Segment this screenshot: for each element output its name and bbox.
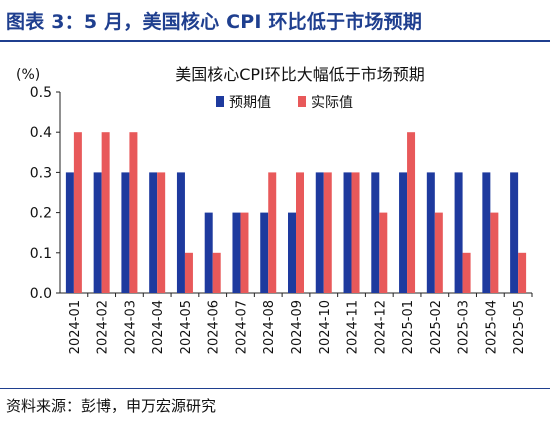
x-tick-label: 2025-04 xyxy=(484,300,499,354)
x-tick-label: 2024-02 xyxy=(96,300,111,354)
bar-actual xyxy=(490,212,499,293)
x-tick-label: 2024-11 xyxy=(346,300,361,354)
bar-expected xyxy=(288,212,296,293)
footer-divider xyxy=(0,388,550,389)
bar-actual xyxy=(268,172,277,293)
x-tick-label: 2025-05 xyxy=(512,300,527,354)
legend-swatch-expected xyxy=(216,96,224,107)
bar-actual xyxy=(407,132,416,293)
bar-actual xyxy=(212,252,221,293)
bar-expected xyxy=(204,212,213,293)
y-tick-label: 0.1 xyxy=(30,246,52,262)
source-note: 资料来源：彭博，申万宏源研究 xyxy=(6,397,217,415)
x-tick-label: 2024-03 xyxy=(123,300,138,354)
x-tick-label: 2024-04 xyxy=(151,300,166,354)
bar-actual xyxy=(73,132,82,293)
bar-actual xyxy=(379,212,388,293)
x-tick-label: 2025-02 xyxy=(429,300,444,354)
legend-swatch-actual xyxy=(298,96,306,107)
figure-header: 图表 3：5 月，美国核心 CPI 环比低于市场预期 xyxy=(0,0,550,42)
bar-expected xyxy=(315,172,324,293)
bar-expected xyxy=(482,172,491,293)
bar-expected xyxy=(371,172,380,293)
bar-actual xyxy=(129,132,138,293)
bar-expected xyxy=(149,172,158,293)
x-tick-label: 2025-03 xyxy=(457,300,472,354)
bar-expected xyxy=(426,172,435,293)
x-tick-label: 2024-06 xyxy=(207,300,222,354)
y-tick-label: 0.4 xyxy=(30,125,52,141)
bar-expected xyxy=(260,212,269,293)
bar-expected xyxy=(232,212,241,293)
bar-expected xyxy=(399,172,408,293)
y-tick-label: 0.0 xyxy=(30,286,52,302)
bar-actual xyxy=(518,252,527,293)
x-tick-label: 2024-08 xyxy=(262,300,277,354)
legend-label-actual: 实际值 xyxy=(311,95,353,111)
figure-title: 图表 3：5 月，美国核心 CPI 环比低于市场预期 xyxy=(6,11,423,33)
y-tick-label: 0.2 xyxy=(30,206,52,222)
bar-actual xyxy=(101,132,110,293)
header-divider xyxy=(0,40,550,42)
bar-actual xyxy=(184,252,193,293)
bar-actual xyxy=(434,212,443,293)
x-tick-label: 2024-09 xyxy=(290,300,305,354)
bar-chart: 美国核心CPI环比大幅低于市场预期 (%) 0.5 0.4 0.3 0.2 0.1 0.0 20… xyxy=(16,65,533,354)
x-tick-label: 2024-01 xyxy=(68,300,83,354)
x-tick-label: 2024-05 xyxy=(179,300,194,354)
bar-expected xyxy=(93,172,102,293)
x-tick-label: 2024-10 xyxy=(318,300,333,354)
bar-actual xyxy=(157,172,166,293)
x-tick-label: 2024-12 xyxy=(373,300,388,354)
x-tick-label: 2025-01 xyxy=(401,300,416,354)
bar-expected xyxy=(176,172,185,293)
bar-actual xyxy=(240,212,249,293)
bar-expected xyxy=(65,172,74,293)
bar-actual xyxy=(296,172,304,293)
y-tick-label: 0.5 xyxy=(30,85,52,101)
bar-actual xyxy=(323,172,332,293)
chart-title: 美国核心CPI环比大幅低于市场预期 xyxy=(175,65,425,84)
bar-expected xyxy=(510,172,519,293)
bar-actual xyxy=(351,172,360,293)
legend-label-expected: 预期值 xyxy=(229,95,271,111)
bar-expected xyxy=(454,172,463,293)
bar-actual xyxy=(462,252,471,293)
bar-expected xyxy=(343,172,352,293)
y-axis-unit: (%) xyxy=(16,67,40,83)
bar-expected xyxy=(121,172,130,293)
y-tick-label: 0.3 xyxy=(30,165,52,181)
x-tick-label: 2024-07 xyxy=(234,300,249,354)
